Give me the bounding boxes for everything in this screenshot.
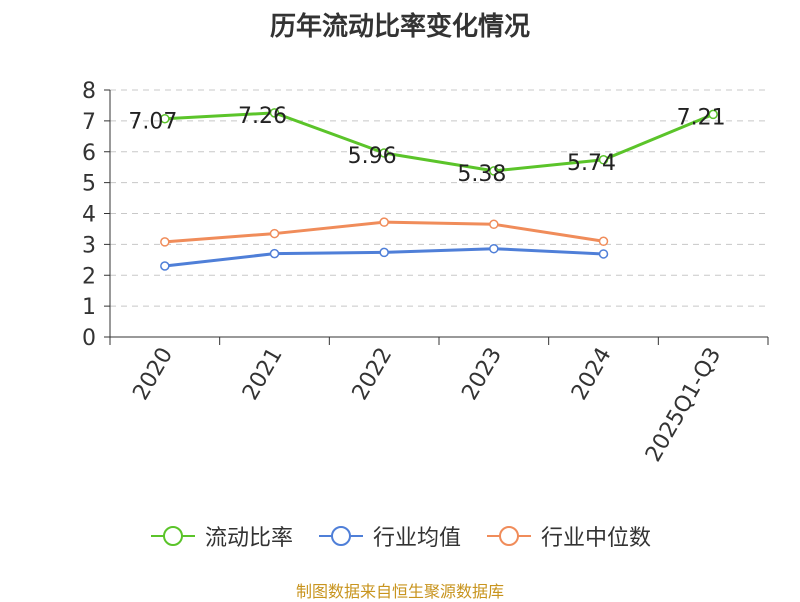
data-point [708,109,718,120]
source-note: 制图数据来自恒生聚源数据库 [295,582,504,601]
series-lines [164,111,714,268]
grid-lines [110,89,768,307]
y-tick-label: 4 [82,203,96,228]
data-point [598,236,609,247]
data-point [379,247,389,258]
x-tick-label: 2022 [348,344,398,405]
y-tick-label: 5 [82,172,96,197]
legend-item[interactable]: 行业均值 [317,520,461,552]
data-point [269,228,280,239]
x-tick-label: 2023 [457,344,507,405]
legend-item[interactable]: 行业中位数 [485,520,651,552]
y-tick-label: 7 [82,110,96,135]
legend-label: 行业中位数 [541,526,652,551]
legend-label: 流动比率 [204,526,293,551]
data-labels: 7.07 7.26 5.96 5.38 5.74 7.21 [128,104,725,187]
legend-marker-icon [150,526,195,546]
data-point [379,217,389,227]
data-point [489,243,499,254]
legend: 流动比率 行业均值 行业中位数 [0,520,800,552]
data-label: 5.96 [348,144,397,169]
data-point [489,166,499,176]
legend-item[interactable]: 流动比率 [149,520,293,552]
data-point [269,248,280,259]
data-point [269,108,280,118]
data-point [160,261,170,271]
axes [109,90,768,338]
x-tick-label: 2025Q1-Q3 [641,344,726,467]
series-line-0 [164,111,714,173]
data-point [379,148,389,158]
legend-marker-icon [487,526,531,546]
x-tick-label: 2020 [128,344,178,405]
data-label: 7.26 [238,104,287,129]
y-tick-label: 8 [82,79,96,104]
y-tick-label: 3 [82,233,96,258]
y-tick-label: 2 [82,264,96,289]
series-points [160,108,718,271]
data-point [160,113,170,124]
data-label: 5.38 [457,162,506,187]
legend-label: 行业均值 [372,526,461,551]
data-label: 7.21 [677,105,726,130]
y-tick-label: 0 [82,326,96,351]
chart-title: 历年流动比率变化情况 [269,12,530,42]
y-axis-ticks: 0 1 2 3 4 5 6 7 8 [82,79,110,351]
data-point [160,237,170,247]
x-tick-label: 2021 [238,344,288,405]
y-tick-label: 6 [82,141,96,166]
data-point [598,249,609,259]
y-tick-label: 1 [82,295,96,320]
data-label: 5.74 [567,151,616,176]
data-point [489,219,499,230]
legend-marker-icon [318,526,363,546]
x-tick-label: 2024 [567,344,617,405]
x-axis-ticks: 2020 2021 2022 2023 2024 2025Q1-Q3 [109,337,769,467]
data-point [598,155,609,165]
data-label: 7.07 [128,110,177,135]
